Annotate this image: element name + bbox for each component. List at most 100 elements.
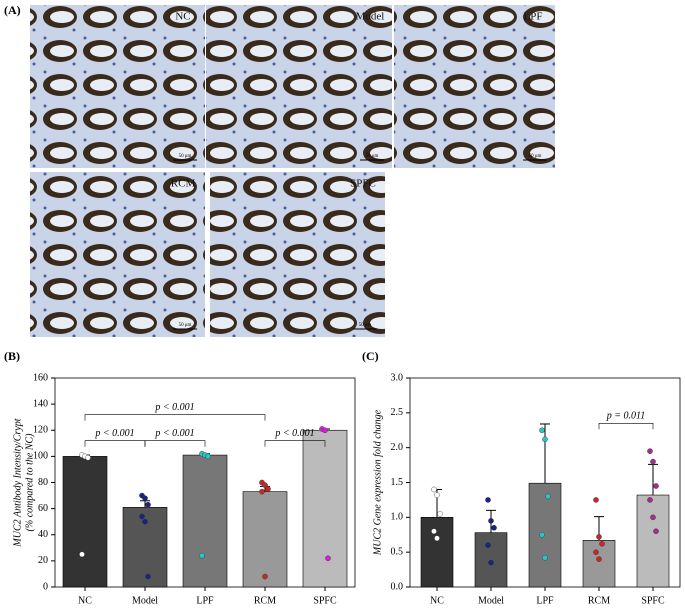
y-axis-label: MUC2 Antibody Intensity/Crypt	[12, 418, 23, 547]
y-tick-label: 1.0	[391, 512, 404, 523]
data-point	[145, 501, 151, 508]
data-point	[85, 454, 91, 461]
data-point	[488, 518, 494, 524]
image-label: Model	[356, 11, 385, 23]
data-point	[539, 531, 545, 538]
micrograph	[206, 5, 392, 168]
bar	[528, 482, 562, 588]
x-tick-label: LPF	[196, 595, 214, 606]
data-point	[79, 551, 85, 558]
data-point	[596, 556, 602, 562]
bar	[182, 454, 228, 588]
data-point	[259, 488, 265, 495]
data-point	[142, 495, 148, 501]
scale-label: 50 μm	[366, 154, 379, 159]
x-tick-label: NC	[430, 595, 444, 606]
significance-bracket	[144, 440, 206, 447]
significance-bracket	[264, 440, 326, 447]
data-point	[488, 559, 494, 566]
y-tick-label: 120	[33, 425, 48, 436]
y-tick-label: 0	[43, 581, 48, 592]
micrograph	[30, 172, 205, 337]
data-point	[593, 497, 599, 503]
y-tick-label: 140	[33, 398, 48, 409]
bar	[582, 540, 616, 588]
p-value: p < 0.001	[154, 428, 194, 439]
image-label: RCM	[171, 178, 196, 190]
scale-label: 50 μm	[529, 154, 542, 159]
data-point	[431, 486, 437, 493]
data-point	[542, 554, 548, 561]
bar	[302, 429, 348, 588]
bar	[420, 517, 454, 588]
scale-label: 50 μm	[179, 154, 192, 159]
micrograph	[394, 5, 555, 168]
y-tick-label: 0.5	[391, 546, 404, 557]
data-point	[650, 458, 656, 465]
y-axis-label: (% compared to the NC)	[24, 433, 35, 532]
data-point	[653, 528, 659, 535]
data-point	[485, 542, 491, 549]
data-point	[431, 528, 437, 535]
x-tick-label: LPF	[536, 595, 554, 606]
data-point	[596, 534, 602, 540]
data-point	[325, 555, 331, 562]
image-label: NC	[175, 11, 190, 23]
data-point	[262, 573, 268, 580]
data-point	[437, 511, 443, 517]
data-point	[491, 524, 497, 531]
micrograph	[30, 5, 205, 168]
y-tick-label: 60	[38, 503, 48, 514]
data-point	[145, 573, 151, 580]
data-point	[142, 518, 148, 525]
p-value: p < 0.001	[94, 428, 134, 439]
bar	[62, 456, 108, 588]
data-point	[139, 513, 145, 520]
significance-bracket	[84, 414, 266, 421]
data-point	[205, 453, 211, 460]
panel-label: (B)	[4, 349, 20, 363]
data-point	[485, 497, 491, 503]
data-point	[199, 552, 205, 559]
y-tick-label: 40	[38, 529, 48, 540]
y-tick-label: 0.0	[391, 581, 404, 592]
data-point	[593, 549, 599, 555]
x-tick-label: RCM	[254, 595, 276, 606]
p-value: p = 0.011	[606, 411, 646, 422]
data-point	[539, 427, 545, 434]
y-tick-label: 100	[33, 451, 48, 462]
scale-label: 50 μm	[179, 323, 192, 328]
data-point	[599, 541, 605, 547]
bar	[242, 491, 288, 588]
data-point	[262, 482, 268, 488]
micrograph	[210, 172, 385, 337]
y-tick-label: 3.0	[391, 372, 404, 383]
p-value: p < 0.001	[274, 428, 314, 439]
bar	[636, 494, 670, 588]
y-tick-label: 160	[33, 372, 48, 383]
y-tick-label: 80	[38, 477, 48, 488]
x-tick-label: Model	[478, 595, 504, 606]
y-tick-label: 20	[38, 555, 48, 566]
data-point	[542, 436, 548, 443]
y-axis-label: MUC2 Gene expression fold change	[372, 409, 383, 556]
y-tick-label: 2.0	[391, 442, 404, 453]
p-value: p < 0.001	[154, 402, 194, 413]
data-point	[434, 535, 440, 542]
data-point	[434, 492, 440, 498]
image-label: SPFC	[350, 178, 376, 190]
x-tick-label: SPFC	[641, 595, 665, 606]
significance-bracket	[84, 440, 146, 447]
y-tick-label: 2.5	[391, 407, 404, 418]
significance-bracket	[598, 422, 654, 430]
x-tick-label: SPFC	[313, 595, 337, 606]
x-tick-label: NC	[78, 595, 92, 606]
data-point	[647, 448, 653, 454]
data-point	[650, 514, 656, 521]
panel-label: (A)	[4, 3, 21, 17]
image-label: LPF	[524, 11, 543, 23]
panel-label: (C)	[362, 349, 379, 363]
y-tick-label: 1.5	[391, 477, 404, 488]
x-tick-label: RCM	[588, 595, 610, 606]
